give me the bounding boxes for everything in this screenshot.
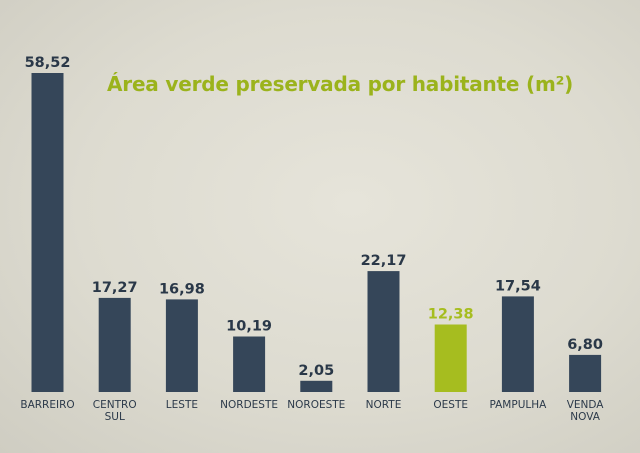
category-label-0: BARREIRO bbox=[20, 399, 74, 411]
chart-title: Área verde preservada por habitante (m²) bbox=[107, 72, 574, 96]
category-label-5: NORTE bbox=[366, 399, 402, 411]
bar-2 bbox=[165, 299, 198, 392]
bar-7 bbox=[501, 296, 534, 392]
value-label-0: 58,52 bbox=[25, 55, 71, 71]
category-label-3: NORDESTE bbox=[220, 399, 278, 411]
value-label-4: 2,05 bbox=[298, 363, 334, 379]
category-label-1: CENTRO SUL bbox=[93, 399, 137, 423]
bar-5 bbox=[367, 271, 400, 392]
bar-6 bbox=[434, 324, 467, 392]
bar-3 bbox=[233, 336, 266, 392]
category-label-4: NOROESTE bbox=[287, 399, 345, 411]
bar-8 bbox=[569, 354, 602, 392]
value-label-8: 6,80 bbox=[567, 337, 603, 353]
value-label-1: 17,27 bbox=[92, 280, 138, 296]
category-label-2: LESTE bbox=[166, 399, 198, 411]
category-label-6: OESTE bbox=[433, 399, 468, 411]
bar-4 bbox=[300, 380, 333, 392]
value-label-3: 10,19 bbox=[226, 319, 272, 335]
value-label-7: 17,54 bbox=[495, 278, 541, 294]
bar-0 bbox=[31, 73, 64, 392]
value-label-5: 22,17 bbox=[361, 253, 407, 269]
value-label-6: 12,38 bbox=[428, 307, 474, 323]
category-label-8: VENDA NOVA bbox=[567, 399, 605, 423]
category-label-7: PAMPULHA bbox=[489, 399, 547, 411]
bar-1 bbox=[98, 297, 131, 392]
value-label-2: 16,98 bbox=[159, 281, 205, 297]
